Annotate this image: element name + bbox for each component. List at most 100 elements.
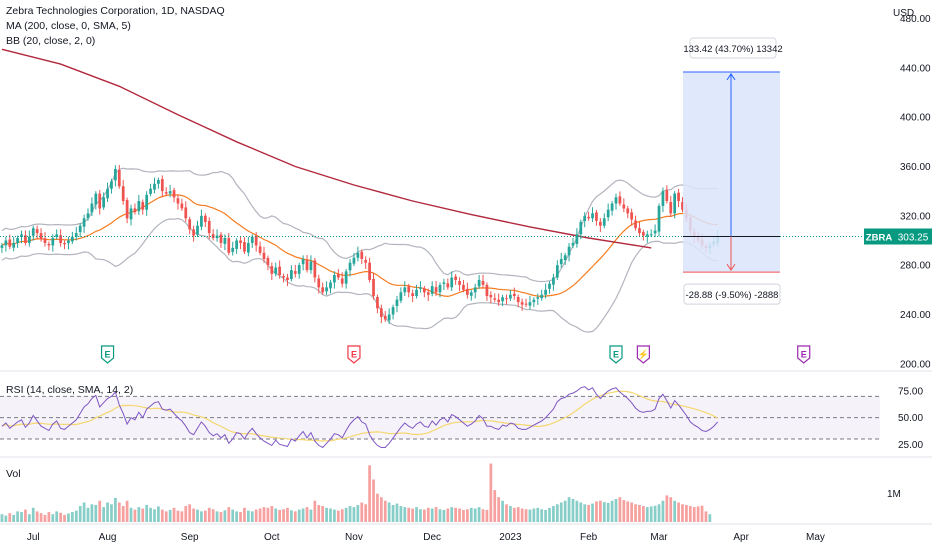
- volume-bar: [653, 505, 657, 522]
- price-axis-tick: 480.00: [900, 14, 931, 25]
- volume-bar: [379, 497, 383, 522]
- volume-bar: [94, 504, 98, 522]
- volume-bar: [665, 495, 669, 522]
- candle-body: [114, 168, 117, 181]
- ma-indicator-label[interactable]: MA (200, close, 0, SMA, 5): [6, 20, 131, 32]
- volume-bar: [254, 509, 258, 522]
- volume-bar: [387, 502, 391, 522]
- volume-bar: [293, 511, 297, 522]
- volume-bar: [575, 500, 579, 522]
- candle-body: [481, 280, 485, 285]
- candle-body: [348, 262, 352, 271]
- volume-bar: [442, 509, 446, 522]
- candle-body: [614, 197, 618, 204]
- candle-body: [16, 238, 19, 243]
- volume-bar: [74, 510, 78, 522]
- volume-bar: [696, 506, 700, 522]
- candle-body: [563, 255, 567, 260]
- candle-body: [63, 242, 66, 245]
- candle-body: [501, 297, 504, 302]
- candle-body: [254, 235, 258, 246]
- candle-body: [540, 294, 544, 299]
- candle-body: [243, 241, 246, 252]
- volume-bar: [133, 509, 137, 522]
- candle-body: [489, 295, 493, 298]
- candle-body: [583, 215, 587, 222]
- volume-bar: [344, 507, 348, 522]
- candle-body: [587, 216, 590, 219]
- x-axis-tick: Oct: [264, 532, 280, 543]
- bb-indicator-label[interactable]: BB (20, close, 2, 0): [6, 35, 96, 47]
- ma200-line: [1, 48, 652, 249]
- candle-body: [559, 259, 563, 265]
- candle-body: [20, 234, 23, 238]
- volume-bar: [552, 506, 555, 522]
- candle-body: [262, 252, 266, 259]
- bb-lower-band: [1, 217, 718, 333]
- volume-bar: [528, 509, 532, 522]
- candle-body: [653, 230, 657, 234]
- volume-bar: [681, 504, 684, 522]
- candle-body: [137, 201, 141, 212]
- candle-body: [579, 222, 583, 235]
- candle-body: [622, 204, 626, 209]
- candle-body: [286, 277, 289, 280]
- candle-body: [665, 190, 669, 202]
- volume-bar: [649, 506, 653, 522]
- volume-bar: [688, 506, 692, 522]
- candle-body: [524, 303, 528, 305]
- candle-body: [528, 302, 532, 306]
- event-marker-label: E: [613, 350, 619, 360]
- candle-body: [86, 213, 90, 219]
- candle-body: [571, 242, 575, 246]
- candle-body: [645, 234, 649, 237]
- candle-body: [110, 181, 113, 189]
- candle-body: [610, 203, 614, 211]
- volume-bar: [364, 504, 368, 522]
- volume-bar: [231, 509, 235, 522]
- volume-bar: [446, 508, 450, 522]
- volume-bar: [473, 508, 477, 522]
- volume-bar: [31, 507, 35, 522]
- volume-bar: [203, 510, 207, 522]
- candle-body: [172, 190, 176, 198]
- candle-body: [642, 232, 645, 236]
- volume-bar: [516, 507, 520, 522]
- volume-bar: [235, 511, 238, 522]
- volume-bar: [438, 509, 442, 522]
- candle-body: [250, 236, 254, 243]
- candle-body: [434, 287, 438, 293]
- measure-up-label: 133.42 (43.70%) 13342: [683, 44, 782, 55]
- candle-body: [231, 247, 235, 252]
- volume-bar: [149, 507, 152, 522]
- candle-body: [157, 180, 160, 184]
- candle-body: [176, 198, 180, 204]
- candle-body: [555, 265, 559, 278]
- candle-body: [219, 234, 223, 243]
- candle-body: [35, 229, 39, 234]
- measure-up-arrowhead: [726, 73, 736, 81]
- volume-bar: [301, 508, 305, 522]
- rsi-axis-tick: 75.00: [898, 387, 923, 398]
- volume-bar: [219, 512, 223, 522]
- candle-body: [536, 297, 540, 299]
- candle-body: [121, 186, 125, 202]
- volume-bar: [685, 504, 688, 522]
- rsi-indicator-label[interactable]: RSI (14, close, SMA, 14, 2): [6, 384, 134, 396]
- candle-body: [469, 292, 473, 296]
- volume-bar: [117, 502, 121, 522]
- volume-label[interactable]: Vol: [6, 468, 21, 480]
- volume-bar: [501, 500, 504, 522]
- volume-bar: [243, 507, 246, 522]
- volume-bar: [12, 514, 16, 522]
- volume-bar: [70, 512, 74, 522]
- volume-bar: [98, 500, 102, 522]
- candle-body: [552, 277, 555, 285]
- volume-bar: [559, 502, 563, 522]
- symbol-title: Zebra Technologies Corporation, 1D, NASD…: [6, 5, 225, 17]
- volume-bar: [223, 510, 227, 522]
- candle-body: [4, 240, 8, 246]
- volume-bar: [434, 507, 438, 522]
- volume-bar: [602, 502, 606, 522]
